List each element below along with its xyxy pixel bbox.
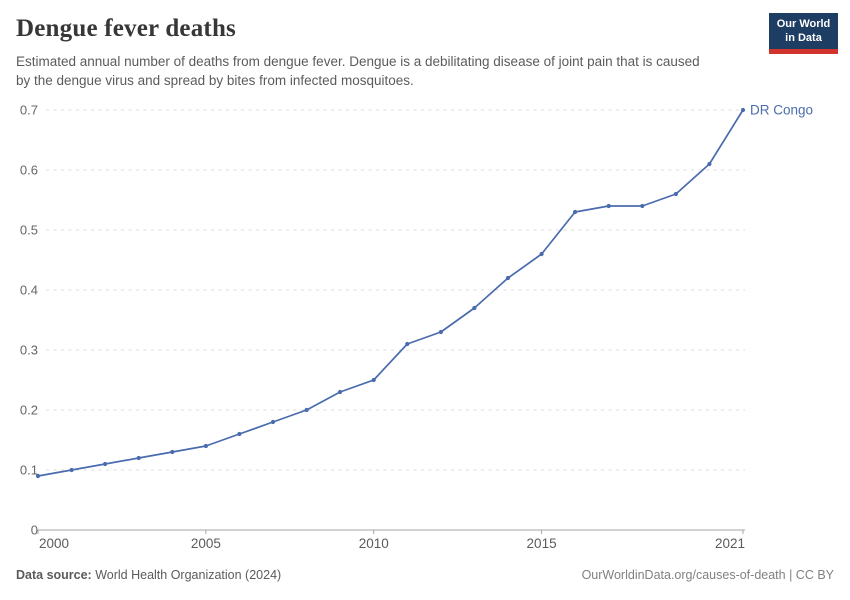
owid-logo-line2: in Data — [785, 31, 822, 44]
owid-logo[interactable]: Our World in Data — [769, 13, 838, 54]
y-tick-label-0.7: 0.7 — [20, 103, 38, 118]
x-tick-label-2000: 2000 — [39, 536, 69, 551]
data-point-dr-congo-2017[interactable] — [606, 203, 611, 209]
data-point-dr-congo-2010[interactable] — [371, 377, 376, 383]
data-source-label: Data source: — [16, 568, 92, 582]
y-tick-label-0.2: 0.2 — [20, 403, 38, 418]
data-point-dr-congo-2015[interactable] — [539, 251, 544, 257]
data-point-dr-congo-2020[interactable] — [707, 161, 712, 167]
data-source: Data source: World Health Organization (… — [16, 568, 281, 582]
data-point-dr-congo-2009[interactable] — [338, 389, 343, 395]
page-title: Dengue fever deaths — [16, 15, 236, 42]
x-tick-label-2010: 2010 — [359, 536, 389, 551]
owid-logo-line1: Our World — [776, 18, 831, 30]
owid-logo-text: Our World in Data — [769, 13, 838, 49]
chart-footer: Data source: World Health Organization (… — [16, 568, 834, 582]
series-label-dr-congo[interactable]: DR Congo — [750, 103, 813, 118]
data-point-dr-congo-2018[interactable] — [640, 203, 645, 209]
y-tick-label-0.5: 0.5 — [20, 223, 38, 238]
data-point-dr-congo-2004[interactable] — [170, 449, 175, 455]
credit-line[interactable]: OurWorldinData.org/causes-of-death | CC … — [581, 568, 834, 582]
data-point-dr-congo-2012[interactable] — [438, 329, 443, 335]
data-point-dr-congo-2008[interactable] — [304, 407, 309, 413]
line-chart: 0 0.1 0.2 0.3 0.4 0.5 0.6 0.7 2000 2005 2010 2015 20… — [20, 103, 813, 552]
y-tick-label-0: 0 — [31, 523, 38, 538]
y-tick-label-0.3: 0.3 — [20, 343, 38, 358]
data-point-dr-congo-2011[interactable] — [405, 341, 410, 347]
series-line-dr-congo[interactable] — [37, 109, 744, 477]
data-point-dr-congo-2005[interactable] — [203, 443, 208, 449]
chart-subtitle: Estimated annual number of deaths from d… — [16, 54, 700, 88]
data-point-dr-congo-2006[interactable] — [237, 431, 242, 437]
data-point-dr-congo-2016[interactable] — [573, 209, 578, 215]
owid-logo-red-bar — [769, 49, 838, 54]
data-point-dr-congo-2014[interactable] — [505, 275, 511, 281]
data-source-text: World Health Organization (2024) — [91, 568, 282, 582]
data-point-dr-congo-2002[interactable] — [103, 461, 108, 467]
x-tick-label-2005: 2005 — [191, 536, 221, 551]
data-point-dr-congo-2001[interactable] — [69, 467, 74, 473]
y-tick-label-0.1: 0.1 — [20, 463, 38, 478]
y-tick-label-0.6: 0.6 — [20, 163, 38, 178]
data-point-dr-congo-2013[interactable] — [472, 305, 477, 311]
data-point-dr-congo-2019[interactable] — [673, 191, 679, 197]
x-tick-label-2015: 2015 — [527, 536, 557, 551]
data-point-dr-congo-2003[interactable] — [136, 455, 141, 461]
data-point-dr-congo-2021[interactable] — [740, 107, 746, 113]
x-tick-label-2021: 2021 — [715, 536, 745, 551]
data-point-dr-congo-2000[interactable] — [35, 473, 41, 479]
data-point-dr-congo-2007[interactable] — [270, 419, 276, 425]
y-tick-label-0.4: 0.4 — [20, 283, 38, 298]
